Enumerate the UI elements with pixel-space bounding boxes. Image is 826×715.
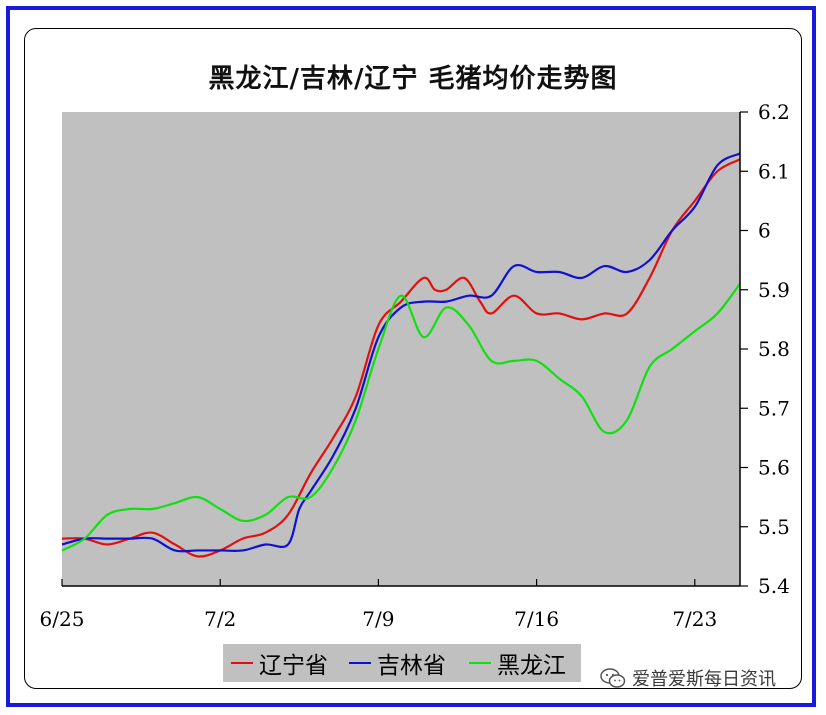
legend-line-liaoning (231, 662, 253, 664)
outer-frame (6, 6, 816, 707)
x-tick-label: 7/23 (672, 607, 717, 631)
plot-area (62, 112, 740, 586)
legend-item-heilongjiang: 黑龙江 (469, 644, 566, 682)
series-line-2 (61, 283, 741, 552)
legend: 辽宁省 吉林省 黑龙江 (223, 644, 581, 682)
x-tick-label: 7/9 (362, 607, 394, 631)
x-tick-label: 7/2 (204, 607, 236, 631)
x-tick-label: 7/16 (514, 607, 559, 631)
y-tick-label: 5.8 (758, 337, 790, 361)
legend-label-jilin: 吉林省 (377, 653, 446, 679)
y-tick-label: 5.5 (758, 515, 790, 539)
x-tick-label: 6/25 (40, 607, 85, 631)
series-line-0 (61, 158, 741, 558)
y-tick-label: 6.2 (758, 100, 790, 124)
wechat-icon (600, 668, 626, 688)
y-tick-label: 5.7 (758, 396, 790, 420)
y-tick-label: 5.6 (758, 456, 790, 480)
chart-title: 黑龙江/吉林/辽宁 毛猪均价走势图 (208, 64, 618, 94)
y-tick-label: 6.1 (758, 159, 790, 183)
legend-item-liaoning: 辽宁省 (231, 644, 328, 682)
y-tick-label: 5.9 (758, 278, 790, 302)
legend-item-jilin: 吉林省 (349, 644, 446, 682)
watermark-text: 爱普爱斯每日资讯 (632, 669, 776, 690)
legend-label-liaoning: 辽宁省 (259, 653, 328, 679)
legend-line-heilongjiang (469, 662, 491, 664)
watermark: 爱普爱斯每日资讯 (600, 665, 776, 691)
legend-line-jilin (349, 662, 371, 664)
y-tick-label: 6 (758, 219, 771, 243)
legend-label-heilongjiang: 黑龙江 (497, 653, 566, 679)
y-tick-label: 5.4 (758, 574, 790, 598)
